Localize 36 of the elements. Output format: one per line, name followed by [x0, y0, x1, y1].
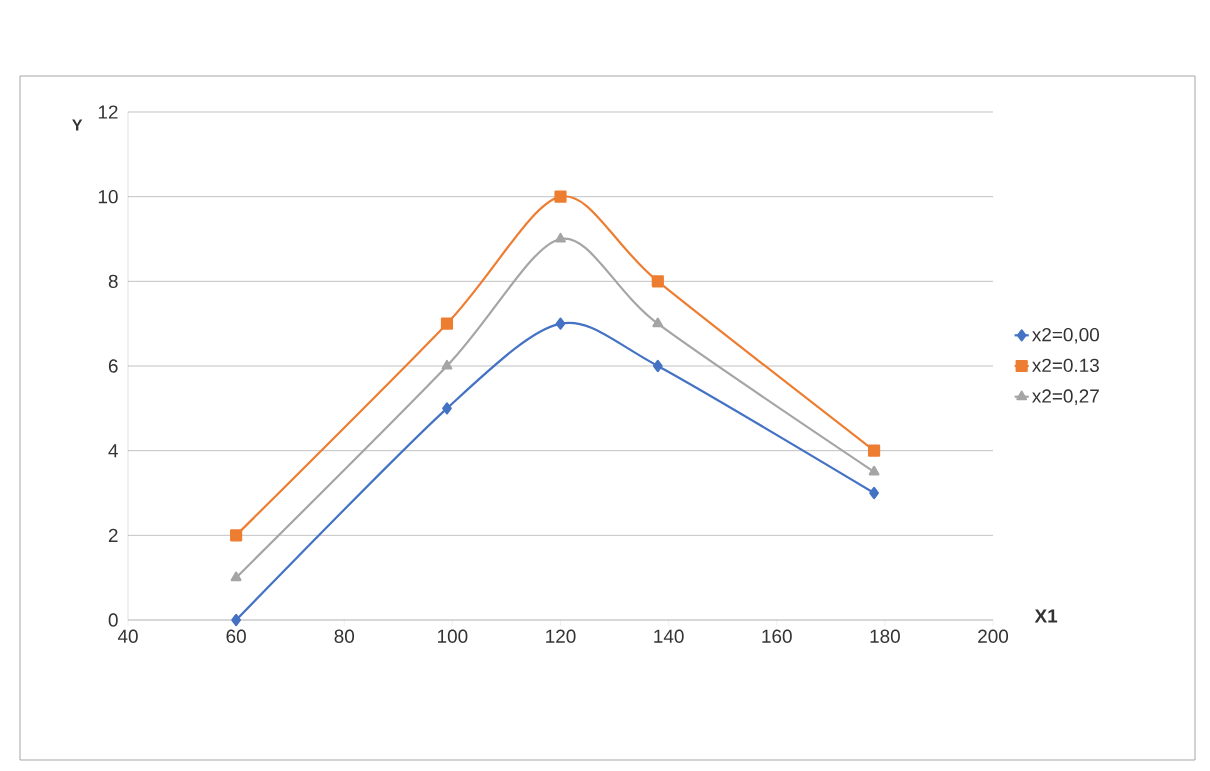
x-tick-label: 100 — [438, 629, 468, 643]
y-tick-label: 0 — [108, 613, 118, 627]
y-tick-label: 10 — [98, 189, 118, 204]
point — [441, 359, 453, 370]
point — [231, 613, 241, 627]
legend-label: x2=0,27 — [1032, 389, 1099, 405]
point — [554, 190, 567, 203]
point — [652, 359, 663, 373]
y-axis-title: Y — [72, 119, 83, 131]
legend-label: x2=0.13 — [1032, 358, 1099, 373]
x-tick-label: 120 — [546, 629, 576, 643]
x-tick-label: 180 — [870, 629, 900, 643]
y-tick-label: 12 — [98, 105, 118, 119]
point — [652, 317, 664, 328]
x-axis-title: X1 — [1034, 609, 1058, 623]
y-tick-label: 8 — [108, 274, 118, 289]
point — [867, 444, 881, 457]
legend-label: x2=0,00 — [1032, 327, 1099, 344]
point — [868, 465, 880, 476]
x-tick-label: 160 — [762, 629, 792, 643]
point — [555, 232, 566, 243]
x-tick-label: 200 — [978, 629, 1009, 643]
x-tick-label: 40 — [117, 629, 138, 643]
x-tick-label: 80 — [334, 629, 355, 643]
point — [651, 275, 664, 288]
x-tick-label: 140 — [654, 629, 684, 643]
y-tick-label: 6 — [108, 359, 118, 373]
point — [230, 571, 242, 582]
point — [442, 402, 452, 415]
point — [555, 317, 566, 330]
x-tick-label: 60 — [226, 629, 246, 643]
point — [230, 529, 243, 542]
point — [440, 317, 454, 330]
y-tick-label: 4 — [108, 444, 118, 458]
point — [869, 486, 879, 500]
y-tick-label: 2 — [108, 528, 118, 542]
